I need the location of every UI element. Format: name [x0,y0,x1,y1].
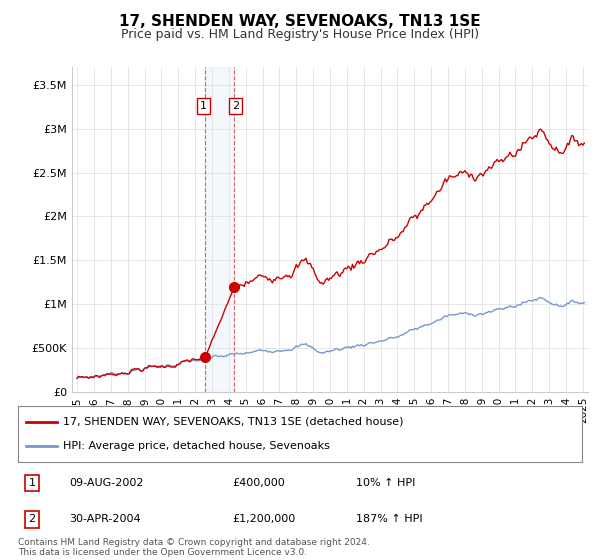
Text: 2: 2 [232,101,239,111]
Text: Contains HM Land Registry data © Crown copyright and database right 2024.
This d: Contains HM Land Registry data © Crown c… [18,538,370,557]
Text: 2: 2 [29,515,35,524]
Text: 187% ↑ HPI: 187% ↑ HPI [356,515,423,524]
Text: 30-APR-2004: 30-APR-2004 [69,515,140,524]
Text: HPI: Average price, detached house, Sevenoaks: HPI: Average price, detached house, Seve… [63,441,330,451]
Text: £1,200,000: £1,200,000 [232,515,296,524]
Text: 17, SHENDEN WAY, SEVENOAKS, TN13 1SE: 17, SHENDEN WAY, SEVENOAKS, TN13 1SE [119,14,481,29]
Text: 1: 1 [200,101,207,111]
Text: £400,000: £400,000 [232,478,285,488]
Bar [205,67,235,392]
Text: 10% ↑ HPI: 10% ↑ HPI [356,478,416,488]
Text: 09-AUG-2002: 09-AUG-2002 [69,478,143,488]
Text: 1: 1 [29,478,35,488]
Text: Price paid vs. HM Land Registry's House Price Index (HPI): Price paid vs. HM Land Registry's House … [121,28,479,41]
Text: 17, SHENDEN WAY, SEVENOAKS, TN13 1SE (detached house): 17, SHENDEN WAY, SEVENOAKS, TN13 1SE (de… [63,417,404,427]
